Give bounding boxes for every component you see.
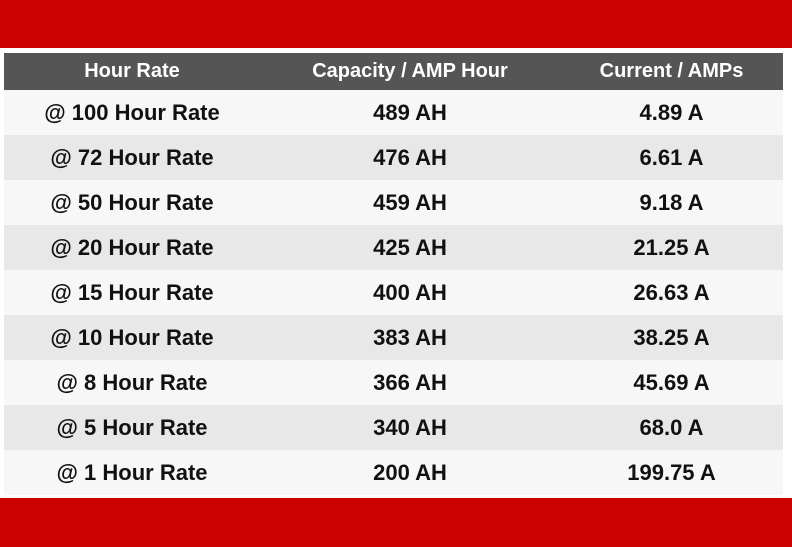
current-cell: 6.61 A	[639, 144, 704, 170]
hour-rate-cell: @ 1 Hour Rate	[56, 459, 208, 485]
top-red-band	[0, 0, 792, 48]
current-cell: 45.69 A	[633, 369, 710, 395]
current-cell: 38.25 A	[633, 324, 710, 350]
capacity-cell: 383 AH	[373, 324, 447, 350]
hour-rate-cell: @ 5 Hour Rate	[56, 414, 208, 440]
hour-rate-cell: @ 20 Hour Rate	[50, 234, 214, 260]
current-cell: 68.0 A	[639, 414, 704, 440]
table-header-row: Hour Rate Capacity / AMP Hour Current / …	[4, 53, 783, 90]
current-cell: 4.89 A	[639, 99, 704, 125]
bottom-red-band	[0, 498, 792, 547]
current-cell: 26.63 A	[633, 279, 710, 305]
table-row: @ 5 Hour Rate 340 AH 68.0 A	[4, 405, 783, 450]
capacity-cell: 340 AH	[373, 414, 447, 440]
capacity-cell: 489 AH	[373, 99, 447, 125]
table-row: @ 1 Hour Rate 200 AH 199.75 A	[4, 450, 783, 495]
hour-rate-cell: @ 100 Hour Rate	[44, 99, 220, 125]
current-cell: 21.25 A	[633, 234, 710, 260]
header-current: Current / AMPs	[599, 60, 744, 82]
table-row: @ 20 Hour Rate 425 AH 21.25 A	[4, 225, 783, 270]
hour-rate-cell: @ 8 Hour Rate	[56, 369, 208, 395]
table-row: @ 15 Hour Rate 400 AH 26.63 A	[4, 270, 783, 315]
table-row: @ 10 Hour Rate 383 AH 38.25 A	[4, 315, 783, 360]
capacity-cell: 400 AH	[373, 279, 447, 305]
table-row: @ 100 Hour Rate 489 AH 4.89 A	[4, 90, 783, 135]
hour-rate-cell: @ 15 Hour Rate	[50, 279, 214, 305]
capacity-cell: 200 AH	[373, 459, 447, 485]
capacity-cell: 476 AH	[373, 144, 447, 170]
header-hour-rate: Hour Rate	[84, 60, 180, 82]
table-row: @ 8 Hour Rate 366 AH 45.69 A	[4, 360, 783, 405]
header-capacity: Capacity / AMP Hour	[312, 60, 508, 82]
table-row: @ 50 Hour Rate 459 AH 9.18 A	[4, 180, 783, 225]
capacity-cell: 366 AH	[373, 369, 447, 395]
table-body: @ 100 Hour Rate 489 AH 4.89 A @ 72 Hour Rat…	[4, 90, 783, 495]
capacity-cell: 459 AH	[373, 189, 447, 215]
battery-rate-table: Hour Rate Capacity / AMP Hour Current / …	[4, 53, 783, 495]
hour-rate-cell: @ 50 Hour Rate	[50, 189, 214, 215]
hour-rate-cell: @ 72 Hour Rate	[50, 144, 214, 170]
capacity-cell: 425 AH	[373, 234, 447, 260]
hour-rate-cell: @ 10 Hour Rate	[50, 324, 214, 350]
current-cell: 9.18 A	[639, 189, 704, 215]
table-row: @ 72 Hour Rate 476 AH 6.61 A	[4, 135, 783, 180]
current-cell: 199.75 A	[627, 459, 716, 485]
